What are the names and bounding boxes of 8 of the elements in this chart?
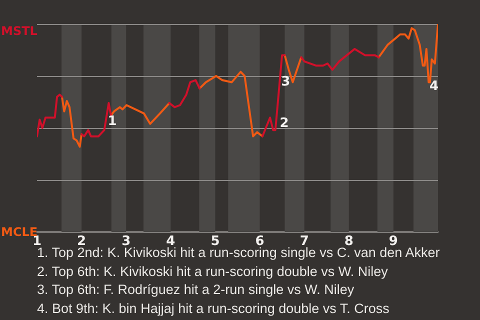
annotation: 1 [108,114,117,130]
annotation: 2 [280,116,289,132]
text: 2. Top 6th: K. Kivikoski hit a run-scoring double vs W. Niley [37,262,389,281]
annotation: 4 [429,78,439,94]
text: 3. Top 6th: F. Rodríguez hit a 2-run single vs W. Niley [37,281,356,299]
text: 4. Bot 9th: K. bin Hajjaj hit a run-scoring double vs T. Cross [37,300,390,318]
annotation: 3 [281,74,290,90]
annotation: MSTL [1,24,38,38]
